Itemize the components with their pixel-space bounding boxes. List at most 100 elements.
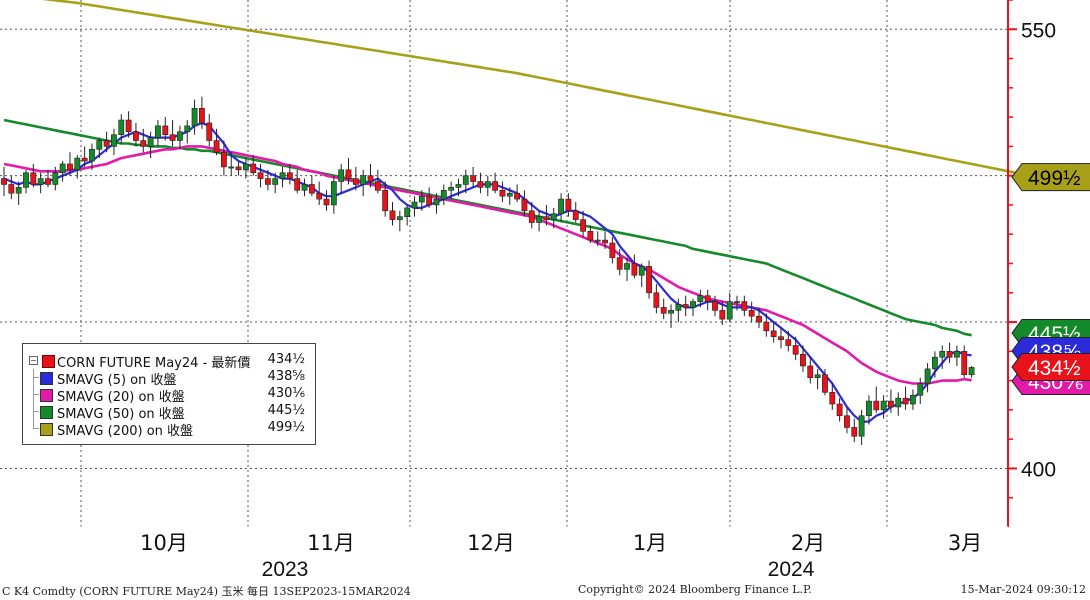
candle-down <box>323 198 330 206</box>
legend-label-sma20: SMAVG (20) on 收盤 <box>57 390 185 405</box>
candle-up <box>462 175 469 185</box>
candle-up <box>37 178 44 185</box>
chart-legend: − CORN FUTURE May24 - 最新價 434½ SMAVG (5)… <box>22 343 316 445</box>
candle-up <box>455 184 462 188</box>
candle-down <box>646 266 652 294</box>
candle-up <box>74 157 81 171</box>
candle-up <box>279 172 286 179</box>
legend-value-sma50: 445½ <box>267 403 305 418</box>
candle-down <box>712 301 718 311</box>
candle-down <box>1 178 7 185</box>
legend-swatch-sma20 <box>40 389 53 402</box>
legend-swatch-price <box>42 355 55 368</box>
candle-up <box>301 184 308 191</box>
candle-down <box>800 353 806 367</box>
legend-label-sma200: SMAVG (200) on 收盤 <box>57 424 194 439</box>
legend-value-sma20: 430⅙ <box>267 386 305 401</box>
candle-down <box>470 175 477 182</box>
candle-down <box>565 198 572 212</box>
candle-down <box>352 178 359 185</box>
sma20-line <box>3 145 972 385</box>
candle-up <box>448 187 455 191</box>
candle-down <box>704 295 711 302</box>
grid-lines <box>0 0 1008 527</box>
legend-row-sma50: SMAVG (50) on 收盤 445½ <box>23 403 315 422</box>
candle-down <box>286 172 293 179</box>
candle-up <box>858 415 865 437</box>
candle-up <box>242 163 249 171</box>
candle-up <box>866 400 872 417</box>
legend-tree-branch <box>33 411 39 412</box>
candle-down <box>477 181 484 188</box>
x-year-label: 2023 <box>262 558 309 581</box>
price-tag-label: 499½ <box>1028 167 1081 190</box>
candle-down <box>125 119 132 133</box>
candle-down <box>829 392 836 405</box>
candle-up <box>433 198 440 206</box>
legend-tree-line <box>33 420 35 429</box>
candle-down <box>946 351 953 358</box>
legend-value-sma200: 499½ <box>267 420 305 435</box>
x-month-label: 1月 <box>633 531 667 555</box>
candle-up <box>191 108 198 127</box>
candle-down <box>748 310 755 317</box>
candle-up <box>111 134 117 147</box>
candle-down <box>45 178 51 185</box>
candle-up <box>52 172 59 185</box>
candle-down <box>822 374 828 393</box>
candle-down <box>851 427 858 437</box>
candle-down <box>631 263 638 276</box>
legend-row-price: − CORN FUTURE May24 - 最新價 434½ <box>23 352 315 371</box>
candle-down <box>653 292 660 308</box>
candle-down <box>257 172 264 179</box>
candle-down <box>30 172 37 185</box>
candle-down <box>221 151 227 168</box>
x-axis: 10月 11月 12月 1月 2月 3月 2023 2024 <box>0 526 1008 581</box>
collapse-icon[interactable]: − <box>29 356 38 365</box>
candle-up <box>23 172 29 188</box>
candle-up <box>118 119 125 135</box>
candle-down <box>264 178 271 185</box>
candle-down <box>873 400 880 411</box>
candlestick-series <box>1 96 975 446</box>
candle-up <box>59 163 66 174</box>
candle-up <box>272 178 279 185</box>
candle-down <box>103 140 110 147</box>
candle-down <box>521 198 528 212</box>
legend-value-sma5: 438⅝ <box>267 369 305 384</box>
candle-up <box>953 351 960 358</box>
candle-up <box>506 192 513 197</box>
candle-up <box>895 397 902 408</box>
candle-up <box>675 304 682 311</box>
legend-swatch-sma200 <box>40 423 53 436</box>
sma50-line <box>3 118 972 337</box>
candle-down <box>514 192 520 200</box>
candle-up <box>932 356 938 370</box>
x-month-label: 2月 <box>791 531 825 555</box>
candle-down <box>8 184 15 194</box>
legend-row-sma20: SMAVG (20) on 收盤 430⅙ <box>23 386 315 405</box>
x-month-label: 10月 <box>140 531 188 555</box>
candle-up <box>484 181 491 188</box>
candle-up <box>734 301 740 304</box>
candle-up <box>550 213 557 220</box>
legend-row-sma5: SMAVG (5) on 收盤 438⅝ <box>23 369 315 388</box>
candle-down <box>719 310 726 320</box>
candle-down <box>888 400 894 408</box>
price-tag <box>1011 353 1090 381</box>
candle-down <box>609 242 616 258</box>
candle-down <box>616 257 623 270</box>
candle-down <box>587 230 594 241</box>
candle-down <box>140 140 147 147</box>
x-year-label: 2024 <box>768 558 815 581</box>
candle-down <box>499 190 506 197</box>
candle-up <box>690 301 696 308</box>
candle-up <box>697 295 704 302</box>
candle-up <box>89 149 95 162</box>
candle-up <box>624 263 630 270</box>
candle-down <box>602 239 608 244</box>
candle-up <box>726 301 733 320</box>
candle-down <box>543 216 550 220</box>
candle-down <box>792 345 799 355</box>
candle-down <box>206 122 213 141</box>
